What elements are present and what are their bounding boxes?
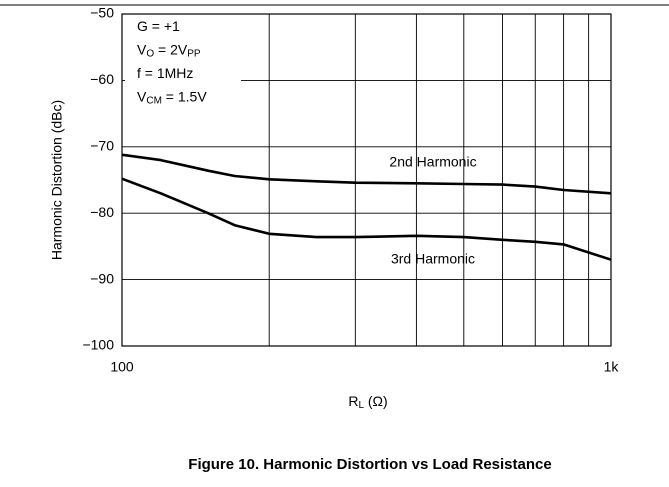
series-line bbox=[121, 153, 612, 195]
y-tick-label: −80 bbox=[90, 204, 114, 220]
caption: Figure 10. Harmonic Distortion vs Load R… bbox=[188, 456, 551, 473]
annotation: G = +1 bbox=[137, 18, 180, 34]
y-tick-label: −90 bbox=[90, 270, 114, 286]
text-part: L bbox=[358, 400, 364, 411]
annotation: VCM = 1.5V bbox=[137, 88, 207, 106]
y-tick-label: −100 bbox=[82, 337, 114, 353]
annotation: f = 1MHz bbox=[137, 65, 193, 81]
series-label: 3rd Harmonic bbox=[391, 251, 475, 267]
text-part: V bbox=[137, 41, 147, 57]
text-part: (Ω) bbox=[364, 393, 388, 409]
x-tick-label: 100 bbox=[110, 359, 134, 375]
text-part: = 2V bbox=[154, 41, 188, 57]
text-part: G = +1 bbox=[137, 18, 180, 34]
series-line bbox=[121, 177, 612, 261]
y-tick-label: −70 bbox=[90, 138, 114, 154]
text-part: O bbox=[146, 48, 154, 59]
x-axis-label: RL (Ω) bbox=[348, 393, 387, 411]
text-part: V bbox=[137, 88, 147, 104]
text-part: CM bbox=[146, 95, 162, 106]
y-tick-label: −60 bbox=[90, 71, 114, 87]
text-part: R bbox=[348, 393, 358, 409]
series-label: 2nd Harmonic bbox=[389, 154, 476, 170]
annotation-box bbox=[125, 17, 241, 111]
annotation: VO = 2VPP bbox=[137, 41, 201, 59]
text-part: f = 1MHz bbox=[137, 65, 193, 81]
text-part: = 1.5V bbox=[162, 88, 207, 104]
y-axis-label: Harmonic Distortion (dBc) bbox=[49, 100, 65, 260]
x-tick-label: 1k bbox=[604, 359, 620, 375]
text-part: PP bbox=[187, 48, 201, 59]
y-tick-label: −50 bbox=[90, 5, 114, 21]
